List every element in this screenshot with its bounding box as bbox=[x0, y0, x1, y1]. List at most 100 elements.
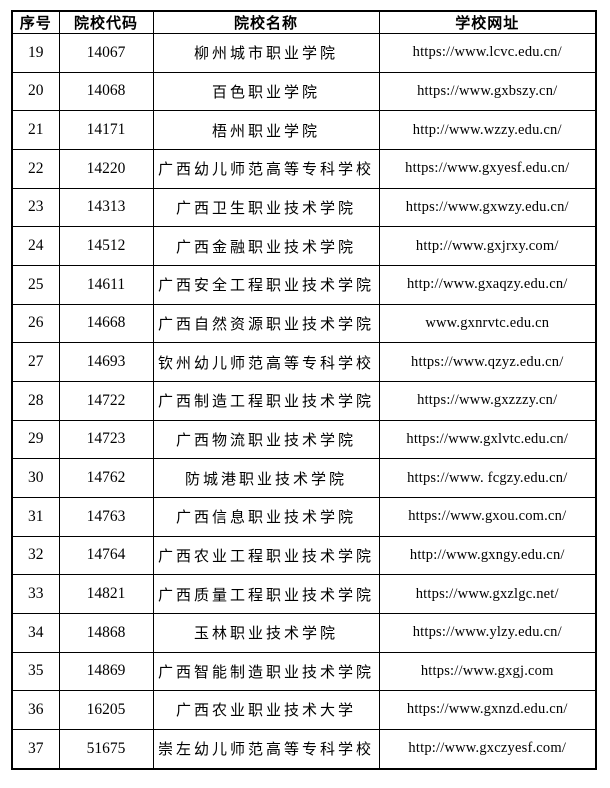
serial-cell: 21 bbox=[11, 110, 60, 150]
code-cell: 14220 bbox=[58, 148, 154, 189]
code-cell: 14171 bbox=[58, 110, 154, 150]
url-cell: https://www.gxbszy.cn/ bbox=[378, 71, 597, 112]
table-row: 28 14722 广西制造工程职业技术学院 https://www.gxzzzy.cn… bbox=[11, 380, 597, 421]
code-cell: 14763 bbox=[58, 496, 154, 537]
table-body: 19 14067 柳州城市职业学院 https://www.lcvc.edu.cn/2… bbox=[11, 33, 597, 770]
serial-cell: 20 bbox=[11, 71, 60, 112]
name-cell: 广西自然资源职业技术学院 bbox=[152, 303, 380, 344]
url-cell: https://www.gxzzzy.cn/ bbox=[378, 380, 597, 421]
serial-cell: 34 bbox=[11, 612, 60, 653]
url-cell: http://www.gxczyesf.com/ bbox=[378, 728, 597, 770]
table-row: 29 14723 广西物流职业技术学院 https://www.gxlvtc.edu.… bbox=[11, 419, 597, 460]
name-cell: 广西安全工程职业技术学院 bbox=[152, 264, 380, 305]
name-cell: 广西幼儿师范高等专科学校 bbox=[152, 148, 380, 189]
name-cell: 广西质量工程职业技术学院 bbox=[152, 574, 380, 614]
url-cell: http://www.gxaqzy.edu.cn/ bbox=[378, 264, 597, 305]
name-cell: 广西金融职业技术学院 bbox=[152, 226, 380, 266]
serial-cell: 31 bbox=[11, 496, 60, 537]
table-row: 20 14068 百色职业学院 https://www.gxbszy.cn/ bbox=[11, 71, 597, 112]
table-row: 36 16205 广西农业职业技术大学 https://www.gxnzd.edu.c… bbox=[11, 690, 597, 730]
url-cell: https://www.qzyz.edu.cn/ bbox=[378, 342, 597, 382]
column-header-code: 院校代码 bbox=[58, 10, 154, 34]
url-cell: https://www.gxyesf.edu.cn/ bbox=[378, 148, 597, 189]
serial-cell: 26 bbox=[11, 303, 60, 344]
table-row: 35 14869 广西智能制造职业技术学院 https://www.gxgj.com bbox=[11, 651, 597, 692]
name-cell: 广西制造工程职业技术学院 bbox=[152, 380, 380, 421]
column-header-serial: 序号 bbox=[11, 10, 60, 34]
table-row: 32 14764 广西农业工程职业技术学院 http://www.gxngy.edu.… bbox=[11, 535, 597, 576]
table-row: 31 14763 广西信息职业技术学院 https://www.gxou.com.cn… bbox=[11, 496, 597, 537]
table-row: 33 14821 广西质量工程职业技术学院 https://www.gxzlgc.ne… bbox=[11, 574, 597, 614]
code-cell: 14668 bbox=[58, 303, 154, 344]
serial-cell: 37 bbox=[11, 728, 60, 770]
serial-cell: 30 bbox=[11, 458, 60, 498]
serial-cell: 24 bbox=[11, 226, 60, 266]
column-header-url: 学校网址 bbox=[378, 10, 597, 34]
table-row: 27 14693 钦州幼儿师范高等专科学校 https://www.qzyz.edu.… bbox=[11, 342, 597, 382]
url-cell: http://www.gxngy.edu.cn/ bbox=[378, 535, 597, 576]
serial-cell: 23 bbox=[11, 187, 60, 228]
name-cell: 梧州职业学院 bbox=[152, 110, 380, 150]
url-cell: https://www.gxnzd.edu.cn/ bbox=[378, 690, 597, 730]
serial-cell: 27 bbox=[11, 342, 60, 382]
serial-cell: 22 bbox=[11, 148, 60, 189]
serial-cell: 25 bbox=[11, 264, 60, 305]
serial-cell: 32 bbox=[11, 535, 60, 576]
code-cell: 14762 bbox=[58, 458, 154, 498]
url-cell: https://www.gxgj.com bbox=[378, 651, 597, 692]
serial-cell: 33 bbox=[11, 574, 60, 614]
name-cell: 广西农业职业技术大学 bbox=[152, 690, 380, 730]
name-cell: 广西智能制造职业技术学院 bbox=[152, 651, 380, 692]
name-cell: 崇左幼儿师范高等专科学校 bbox=[152, 728, 380, 770]
table-row: 19 14067 柳州城市职业学院 https://www.lcvc.edu.cn/ bbox=[11, 33, 597, 73]
url-cell: https://www.gxzlgc.net/ bbox=[378, 574, 597, 614]
table-row: 24 14512 广西金融职业技术学院 http://www.gxjrxy.com/ bbox=[11, 226, 597, 266]
table-row: 25 14611 广西安全工程职业技术学院 http://www.gxaqzy.edu… bbox=[11, 264, 597, 305]
table-row: 26 14668 广西自然资源职业技术学院 www.gxnrvtc.edu.cn bbox=[11, 303, 597, 344]
url-cell: https://www.ylzy.edu.cn/ bbox=[378, 612, 597, 653]
code-cell: 14821 bbox=[58, 574, 154, 614]
name-cell: 广西物流职业技术学院 bbox=[152, 419, 380, 460]
table-row: 37 51675 崇左幼儿师范高等专科学校 http://www.gxczyesf.c… bbox=[11, 728, 597, 770]
url-cell: https://www.lcvc.edu.cn/ bbox=[378, 33, 597, 73]
table-row: 22 14220 广西幼儿师范高等专科学校 https://www.gxyesf.ed… bbox=[11, 148, 597, 189]
code-cell: 14313 bbox=[58, 187, 154, 228]
name-cell: 广西信息职业技术学院 bbox=[152, 496, 380, 537]
url-cell: www.gxnrvtc.edu.cn bbox=[378, 303, 597, 344]
name-cell: 钦州幼儿师范高等专科学校 bbox=[152, 342, 380, 382]
name-cell: 百色职业学院 bbox=[152, 71, 380, 112]
code-cell: 14764 bbox=[58, 535, 154, 576]
code-cell: 14723 bbox=[58, 419, 154, 460]
table-row: 34 14868 玉林职业技术学院 https://www.ylzy.edu.cn/ bbox=[11, 612, 597, 653]
code-cell: 14693 bbox=[58, 342, 154, 382]
url-cell: https://www. fcgzy.edu.cn/ bbox=[378, 458, 597, 498]
name-cell: 广西卫生职业技术学院 bbox=[152, 187, 380, 228]
code-cell: 16205 bbox=[58, 690, 154, 730]
code-cell: 14068 bbox=[58, 71, 154, 112]
code-cell: 14722 bbox=[58, 380, 154, 421]
serial-cell: 19 bbox=[11, 33, 60, 73]
name-cell: 柳州城市职业学院 bbox=[152, 33, 380, 73]
code-cell: 14868 bbox=[58, 612, 154, 653]
code-cell: 51675 bbox=[58, 728, 154, 770]
name-cell: 玉林职业技术学院 bbox=[152, 612, 380, 653]
table-row: 21 14171 梧州职业学院 http://www.wzzy.edu.cn/ bbox=[11, 110, 597, 150]
table-row: 23 14313 广西卫生职业技术学院 https://www.gxwzy.edu.c… bbox=[11, 187, 597, 228]
serial-cell: 28 bbox=[11, 380, 60, 421]
code-cell: 14512 bbox=[58, 226, 154, 266]
url-cell: http://www.wzzy.edu.cn/ bbox=[378, 110, 597, 150]
table-row: 30 14762 防城港职业技术学院 https://www. fcgzy.edu.c… bbox=[11, 458, 597, 498]
colleges-table: 序号 院校代码 院校名称 学校网址 19 14067 柳州城市职业学院 https:/… bbox=[11, 10, 597, 770]
serial-cell: 35 bbox=[11, 651, 60, 692]
url-cell: http://www.gxjrxy.com/ bbox=[378, 226, 597, 266]
url-cell: https://www.gxlvtc.edu.cn/ bbox=[378, 419, 597, 460]
url-cell: https://www.gxou.com.cn/ bbox=[378, 496, 597, 537]
name-cell: 防城港职业技术学院 bbox=[152, 458, 380, 498]
table-header-row: 序号 院校代码 院校名称 学校网址 bbox=[11, 10, 597, 34]
column-header-name: 院校名称 bbox=[152, 10, 380, 34]
code-cell: 14067 bbox=[58, 33, 154, 73]
serial-cell: 29 bbox=[11, 419, 60, 460]
code-cell: 14869 bbox=[58, 651, 154, 692]
url-cell: https://www.gxwzy.edu.cn/ bbox=[378, 187, 597, 228]
